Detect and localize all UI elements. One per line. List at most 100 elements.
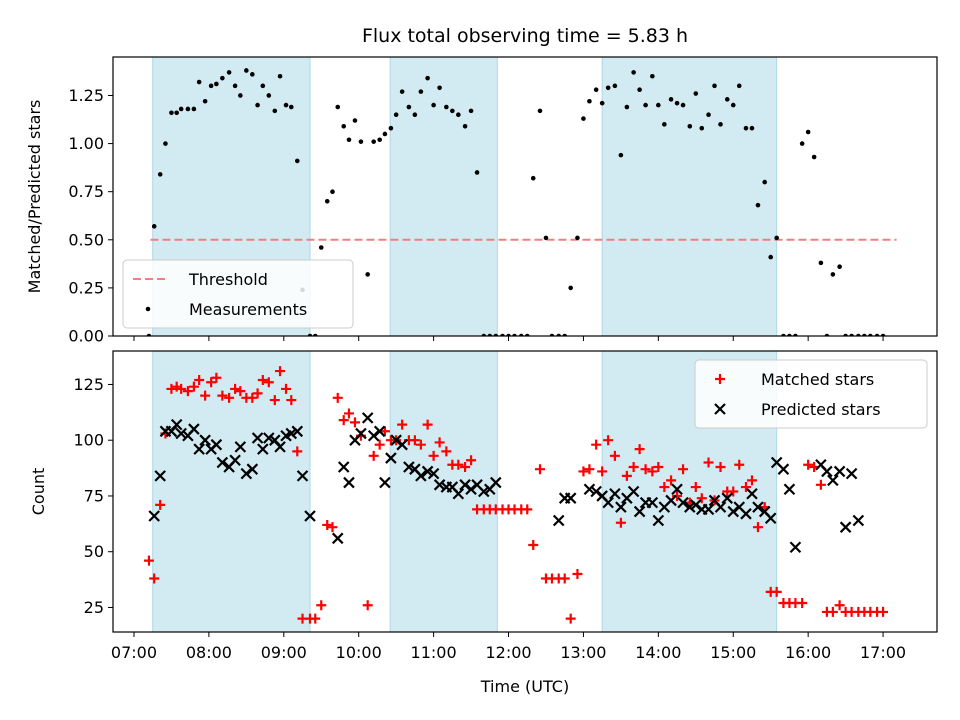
data-point (193, 443, 205, 455)
data-point (621, 470, 632, 481)
data-point (169, 110, 174, 116)
data-point (388, 125, 394, 131)
data-point (444, 104, 449, 110)
y-tick-label: 0.75 (68, 182, 104, 201)
data-point (251, 432, 264, 444)
legend: Matched stars Predicted stars (694, 359, 928, 429)
data-point (762, 179, 768, 185)
bottom-panel: 25 50 75 100 125 07:00 08:00 09:00 10:00 11:00 12:… (29, 350, 938, 662)
data-point (255, 102, 260, 108)
data-point (581, 116, 586, 121)
data-point (618, 152, 624, 158)
data-point (633, 505, 646, 518)
data-point (599, 100, 605, 106)
data-point (774, 235, 779, 241)
data-point (693, 91, 699, 96)
data-point (552, 514, 565, 527)
data-point (257, 374, 268, 385)
data-point (246, 463, 259, 475)
data-point (385, 452, 397, 464)
data-point (335, 104, 341, 110)
data-point (522, 504, 533, 515)
data-point (615, 501, 627, 513)
data-point (331, 532, 344, 545)
data-point (263, 432, 275, 444)
legend-label: Threshold (188, 270, 268, 289)
data-point (220, 75, 225, 81)
x-tick-label: 08:00 (186, 643, 232, 662)
data-point (176, 383, 187, 394)
data-point (830, 272, 836, 277)
data-point (740, 482, 751, 493)
data-point (749, 125, 755, 131)
data-point (431, 102, 436, 108)
data-point (631, 70, 636, 75)
data-point (428, 450, 439, 461)
data-point (355, 427, 367, 440)
data-point (746, 475, 757, 486)
plot-frame (112, 350, 938, 633)
data-point (324, 199, 330, 204)
data-point (652, 514, 665, 527)
data-point (718, 122, 723, 127)
x-tick-label: 15:00 (710, 643, 756, 662)
data-point (752, 522, 763, 533)
data-point (368, 450, 379, 461)
data-point (294, 158, 300, 164)
data-point (624, 104, 630, 110)
data-point (462, 123, 468, 129)
data-point (217, 390, 228, 401)
data-point (677, 496, 689, 509)
y-tick-label: 1.00 (68, 134, 104, 153)
data-point (154, 470, 166, 482)
data-point (811, 154, 817, 160)
data-point (263, 377, 274, 388)
data-point (365, 272, 370, 277)
data-point (250, 72, 255, 77)
data-point (460, 461, 471, 472)
data-point (174, 110, 179, 116)
data-point (341, 123, 347, 129)
x-tick-label: 14:00 (635, 643, 681, 662)
legend-box (122, 259, 354, 329)
data-point (453, 459, 464, 470)
data-point (151, 224, 157, 229)
data-point (833, 465, 846, 478)
data-point (157, 172, 163, 177)
data-point (743, 125, 749, 131)
data-point (216, 456, 229, 469)
data-point (373, 425, 386, 438)
data-point (602, 496, 614, 509)
data-point (659, 482, 670, 493)
data-point (238, 93, 243, 98)
data-point (274, 441, 286, 453)
data-point (415, 470, 427, 482)
data-point (230, 383, 241, 394)
y-tick-label: 0.25 (68, 278, 104, 297)
data-point (803, 459, 814, 470)
data-point (845, 467, 858, 480)
data-point (740, 508, 752, 520)
data-point (437, 85, 442, 91)
data-point (777, 463, 790, 475)
data-point (603, 435, 614, 446)
data-point (234, 441, 247, 453)
data-point (260, 83, 266, 89)
data-point (332, 392, 343, 403)
data-point (412, 112, 418, 118)
data-point (702, 503, 715, 516)
data-point (338, 415, 349, 426)
data-point (653, 461, 664, 472)
data-point (662, 122, 667, 127)
data-point (789, 541, 802, 554)
data-point (283, 102, 289, 108)
data-point (528, 540, 539, 551)
data-point (178, 106, 184, 112)
x-tick-label: 11:00 (411, 643, 457, 662)
data-point (852, 514, 865, 527)
data-point (206, 377, 217, 388)
data-point (247, 392, 258, 403)
y-tick-label: 0.50 (68, 230, 104, 249)
data-point (397, 419, 408, 430)
x-tick-label: 12:00 (485, 643, 531, 662)
